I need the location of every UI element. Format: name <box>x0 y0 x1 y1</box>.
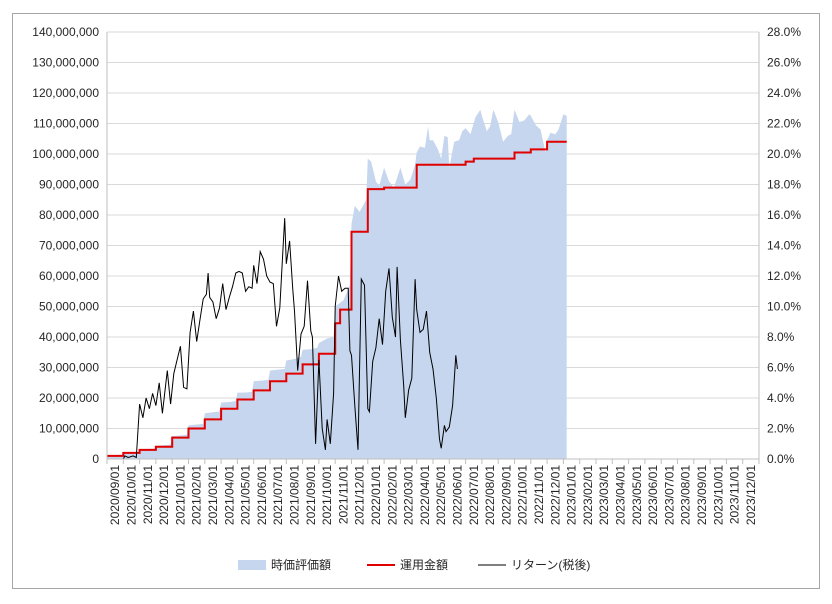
x-tick-label: 2021/09/01 <box>304 465 318 525</box>
x-tick-label: 2022/10/01 <box>516 465 530 525</box>
legend-swatch-market-value <box>238 560 266 570</box>
market-value-area-shape <box>107 109 567 460</box>
x-tick-label: 2021/07/01 <box>271 465 285 525</box>
y2-tick-label: 24.0% <box>767 86 801 100</box>
y-tick-label: 10,000,000 <box>39 422 99 436</box>
x-tick-label: 2023/04/01 <box>613 465 627 525</box>
y-tick-label: 40,000,000 <box>39 330 99 344</box>
x-tick-label: 2021/03/01 <box>206 465 220 525</box>
y-tick-label: 50,000,000 <box>39 300 99 314</box>
x-tick-label: 2021/05/01 <box>239 465 253 525</box>
x-tick-label: 2023/01/01 <box>565 465 579 525</box>
x-tick-label: 2021/08/01 <box>287 465 301 525</box>
y2-tick-label: 12.0% <box>767 269 801 283</box>
y2-tick-label: 0.0% <box>767 452 795 466</box>
y-tick-label: 140,000,000 <box>32 25 99 39</box>
invested-amount-line <box>107 140 567 457</box>
x-tick-label: 2023/12/01 <box>744 465 758 525</box>
x-tick-label: 2022/04/01 <box>418 465 432 525</box>
y-tick-label: 120,000,000 <box>32 86 99 100</box>
y2-tick-label: 20.0% <box>767 147 801 161</box>
y-tick-label: 30,000,000 <box>39 361 99 375</box>
x-tick-label: 2020/12/01 <box>157 465 171 525</box>
y2-tick-label: 10.0% <box>767 300 801 314</box>
x-tick-label: 2022/05/01 <box>434 465 448 525</box>
y2-tick-label: 6.0% <box>767 361 795 375</box>
y2-tick-label: 14.0% <box>767 239 801 253</box>
x-tick-label: 2021/12/01 <box>353 465 367 525</box>
x-tick-label: 2022/07/01 <box>467 465 481 525</box>
y2-tick-label: 28.0% <box>767 25 801 39</box>
x-tick-label: 2023/08/01 <box>679 465 693 525</box>
legend-label: 時価評価額 <box>271 557 331 572</box>
x-tick-label: 2021/06/01 <box>255 465 269 525</box>
y-tick-label: 80,000,000 <box>39 208 99 222</box>
x-tick-label: 2023/03/01 <box>597 465 611 525</box>
x-tick-label: 2022/12/01 <box>548 465 562 525</box>
x-tick-label: 2022/08/01 <box>483 465 497 525</box>
y2-tick-label: 18.0% <box>767 178 801 192</box>
axes: 0 10,000,000 20,000,000 30,000,000 40,000,00… <box>32 25 801 525</box>
x-tick-label: 2023/05/01 <box>630 465 644 525</box>
x-tick-label: 2020/11/01 <box>141 465 155 524</box>
y-tick-label: 70,000,000 <box>39 239 99 253</box>
y2-tick-label: 8.0% <box>767 330 795 344</box>
legend: 時価評価額 運用金額 リターン(税後) <box>238 557 590 572</box>
y2-tick-label: 2.0% <box>767 422 795 436</box>
x-tick-label: 2023/07/01 <box>662 465 676 525</box>
x-tick-label: 2022/01/01 <box>369 465 383 525</box>
x-tick-label: 2022/03/01 <box>402 465 416 525</box>
x-tick-label: 2022/02/01 <box>385 465 399 525</box>
x-tick-label: 2021/04/01 <box>222 465 236 525</box>
y-tick-label: 110,000,000 <box>33 117 99 131</box>
y-tick-label: 0 <box>92 452 99 466</box>
y2-tick-label: 26.0% <box>767 56 801 70</box>
y-tick-label: 20,000,000 <box>39 391 99 405</box>
return-line <box>122 218 458 460</box>
x-tick-label: 2023/10/01 <box>711 465 725 525</box>
x-tick-label: 2020/09/01 <box>108 465 122 525</box>
y2-tick-label: 16.0% <box>767 208 801 222</box>
x-tick-label: 2021/01/01 <box>173 465 187 525</box>
legend-label: リターン(税後) <box>511 558 590 572</box>
x-tick-label: 2023/11/01 <box>728 465 742 524</box>
legend-label: 運用金額 <box>400 557 448 572</box>
x-tick-label: 2021/10/01 <box>320 465 334 525</box>
y2-tick-label: 22.0% <box>767 117 801 131</box>
x-tick-label: 2023/02/01 <box>581 465 595 525</box>
x-tick-label: 2021/11/01 <box>336 465 350 524</box>
y-tick-label: 90,000,000 <box>39 178 99 192</box>
y-tick-label: 130,000,000 <box>32 56 99 70</box>
y-tick-label: 100,000,000 <box>32 147 99 161</box>
x-tick-label: 2020/10/01 <box>124 465 138 525</box>
x-tick-label: 2022/11/01 <box>532 465 546 524</box>
x-tick-label: 2022/06/01 <box>450 465 464 525</box>
y-tick-label: 60,000,000 <box>39 269 99 283</box>
x-tick-label: 2023/06/01 <box>646 465 660 525</box>
series-lines <box>107 140 567 460</box>
x-tick-label: 2023/09/01 <box>695 465 709 525</box>
market-value-area <box>107 109 567 460</box>
y2-tick-label: 4.0% <box>767 391 795 405</box>
x-tick-label: 2021/02/01 <box>190 465 204 525</box>
x-tick-label: 2022/09/01 <box>499 465 513 525</box>
